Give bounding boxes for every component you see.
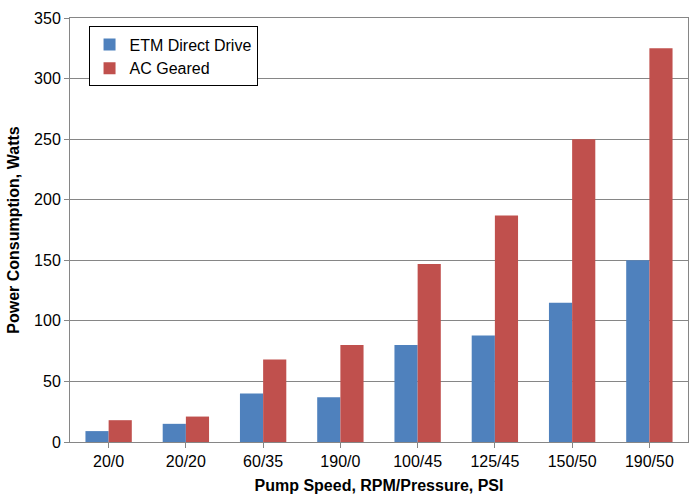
svg-text:150/50: 150/50 [548,453,597,470]
svg-text:350: 350 [34,10,61,27]
svg-text:60/35: 60/35 [243,453,283,470]
svg-text:190/0: 190/0 [320,453,360,470]
svg-text:AC Geared: AC Geared [130,60,210,77]
svg-text:Pump Speed, RPM/Pressure, PSI: Pump Speed, RPM/Pressure, PSI [255,477,504,494]
svg-text:200: 200 [34,191,61,208]
svg-text:125/45: 125/45 [470,453,519,470]
svg-text:250: 250 [34,131,61,148]
svg-text:150: 150 [34,252,61,269]
svg-text:ETM Direct Drive: ETM Direct Drive [130,37,252,54]
svg-text:0: 0 [52,434,61,451]
svg-text:50: 50 [43,373,61,390]
svg-text:Power Consumption, Watts: Power Consumption, Watts [5,126,22,334]
svg-text:100: 100 [34,312,61,329]
svg-text:300: 300 [34,70,61,87]
svg-text:20/0: 20/0 [93,453,124,470]
svg-text:100/45: 100/45 [393,453,442,470]
svg-text:190/50: 190/50 [625,453,674,470]
svg-text:20/20: 20/20 [166,453,206,470]
